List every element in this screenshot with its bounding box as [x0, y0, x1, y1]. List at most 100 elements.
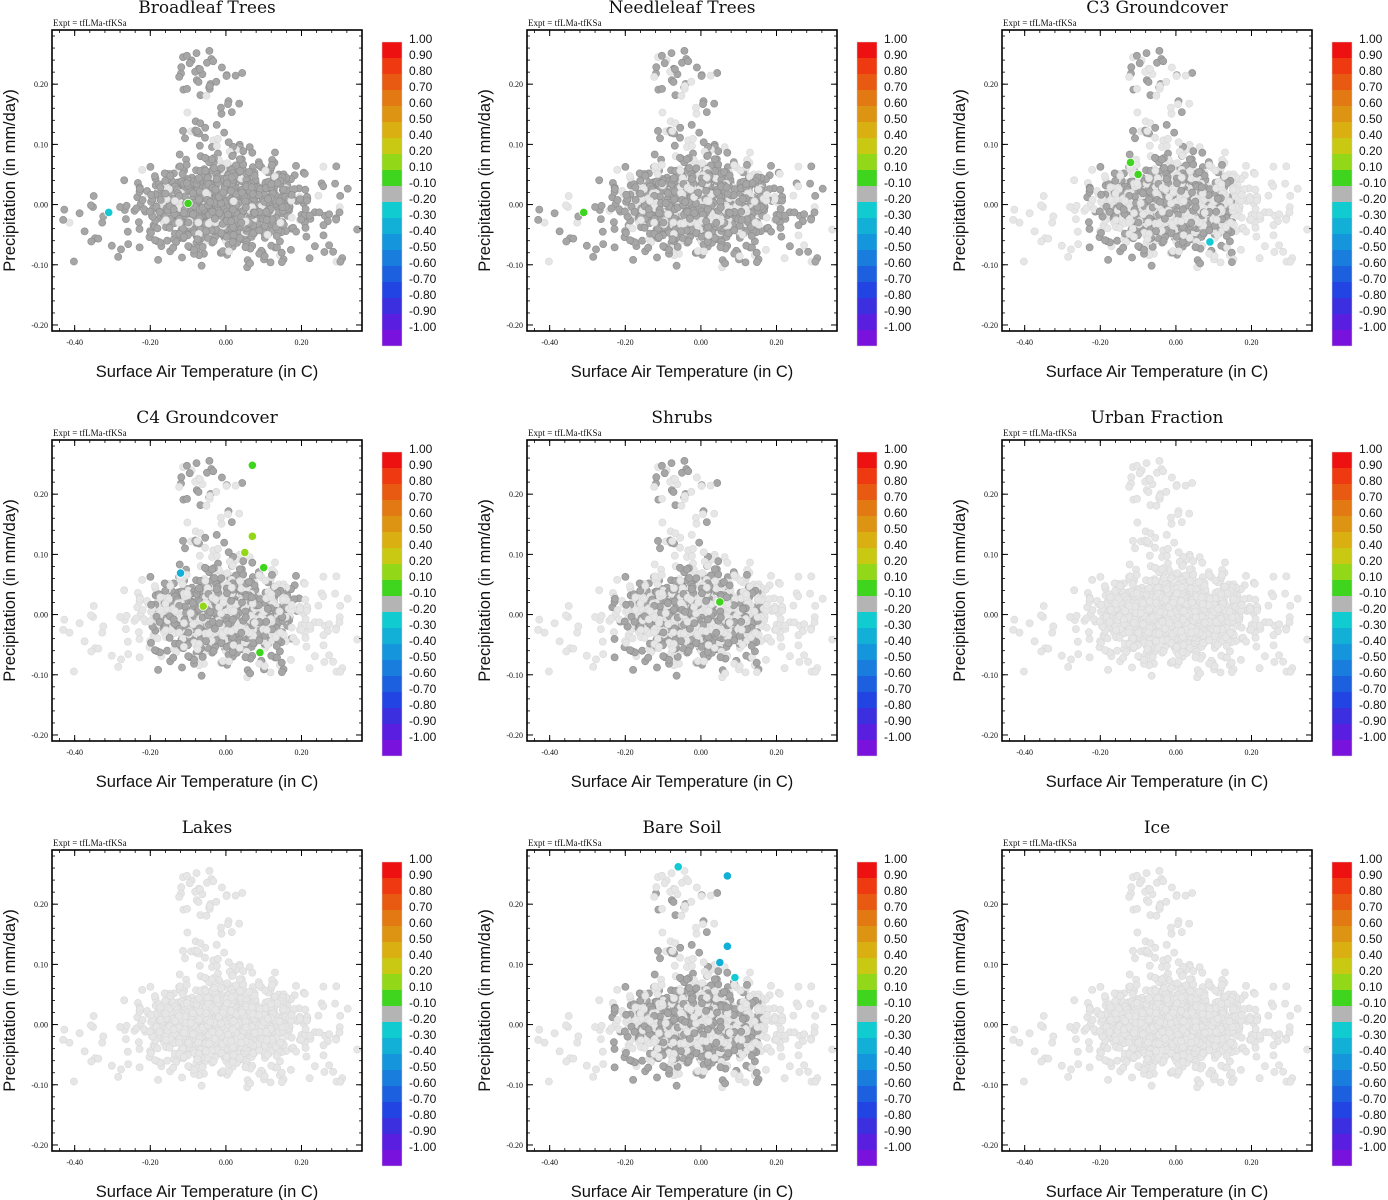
data-point: [706, 71, 715, 80]
data-point: [1282, 162, 1291, 171]
data-point: [676, 153, 684, 162]
data-point: [1066, 203, 1074, 211]
data-point: [1210, 252, 1219, 261]
data-point: [1181, 71, 1190, 80]
data-point: [292, 161, 300, 170]
data-point: [762, 245, 770, 254]
data-point: [1163, 142, 1171, 150]
colorbar-label: -0.40: [1359, 224, 1387, 238]
data-point: [597, 201, 606, 210]
data-point: [1177, 217, 1185, 226]
data-point: [151, 236, 159, 245]
data-point: [1125, 73, 1134, 81]
data-point: [751, 218, 760, 227]
data-point: [1172, 232, 1181, 241]
data-point: [794, 162, 803, 171]
data-point: [723, 189, 732, 198]
data-point: [1105, 207, 1114, 216]
data-point: [670, 174, 678, 183]
data-point: [1247, 215, 1255, 224]
data-point: [716, 203, 725, 212]
data-point: [185, 59, 194, 68]
x-tick-label: 0.20: [295, 338, 309, 347]
data-point: [80, 227, 89, 236]
data-point: [610, 243, 619, 252]
colorbar-swatch: [857, 186, 877, 202]
highlight-point: [1205, 237, 1215, 247]
data-point: [319, 182, 328, 191]
data-point: [637, 216, 645, 224]
data-point: [690, 209, 699, 217]
data-point: [301, 205, 310, 213]
data-point: [1130, 209, 1138, 217]
data-point: [335, 208, 344, 217]
colorbar-label: -0.30: [884, 208, 912, 222]
data-point: [1187, 218, 1196, 227]
data-point: [1151, 133, 1159, 142]
data-point: [156, 183, 165, 192]
data-point: [794, 221, 803, 230]
colorbar-label: 0.40: [409, 128, 433, 142]
data-point: [694, 188, 703, 197]
data-point: [1134, 218, 1143, 227]
data-point: [178, 663, 186, 672]
data-point: [213, 134, 222, 143]
data-point: [1085, 243, 1094, 252]
colorbar-swatch: [857, 202, 877, 218]
data-point: [195, 195, 203, 204]
data-point: [1286, 257, 1295, 266]
data-point: [704, 205, 712, 214]
colorbar-swatch: [382, 186, 402, 202]
data-point: [1173, 159, 1182, 167]
data-point: [650, 73, 659, 81]
colorbar-swatch: [382, 90, 402, 106]
data-point: [248, 189, 257, 198]
data-point: [1186, 167, 1194, 175]
data-point: [697, 72, 706, 80]
data-point: [182, 51, 191, 60]
experiment-label: Expt = tfLMa-tfKSa: [1003, 18, 1077, 28]
data-point: [661, 199, 670, 208]
data-point: [277, 258, 286, 266]
data-point: [721, 259, 729, 268]
data-point: [178, 253, 186, 262]
data-point: [1073, 227, 1082, 236]
data-point: [1264, 191, 1273, 200]
data-point: [122, 215, 130, 223]
data-point: [1158, 155, 1166, 164]
data-point: [272, 232, 281, 240]
data-point: [1270, 248, 1279, 256]
data-point: [629, 255, 637, 264]
data-point: [261, 166, 270, 175]
highlight-point: [1133, 169, 1143, 180]
data-point: [325, 241, 333, 250]
colorbar-swatch: [382, 266, 402, 282]
data-point: [620, 207, 629, 216]
data-point: [1173, 179, 1181, 188]
colorbar-swatch: [382, 202, 402, 218]
data-point: [244, 168, 253, 176]
data-point: [134, 218, 143, 227]
data-point: [332, 215, 340, 224]
data-point: [1133, 85, 1141, 93]
data-point: [229, 197, 238, 206]
data-point: [653, 170, 662, 179]
data-point: [206, 197, 214, 206]
data-point: [1101, 172, 1109, 180]
data-point: [1269, 231, 1278, 240]
data-point: [677, 188, 685, 197]
x-tick-label: 0.00: [219, 338, 233, 347]
data-point: [117, 245, 125, 254]
data-point: [319, 162, 328, 171]
data-point: [169, 205, 178, 214]
data-point: [656, 134, 664, 143]
colorbar-swatch: [857, 58, 877, 74]
colorbar-swatch: [1332, 58, 1352, 74]
data-point: [1242, 161, 1250, 170]
data-point: [1226, 218, 1235, 227]
data-point: [1037, 237, 1046, 246]
data-point: [60, 205, 69, 214]
data-point: [655, 209, 663, 217]
data-point: [212, 121, 221, 129]
